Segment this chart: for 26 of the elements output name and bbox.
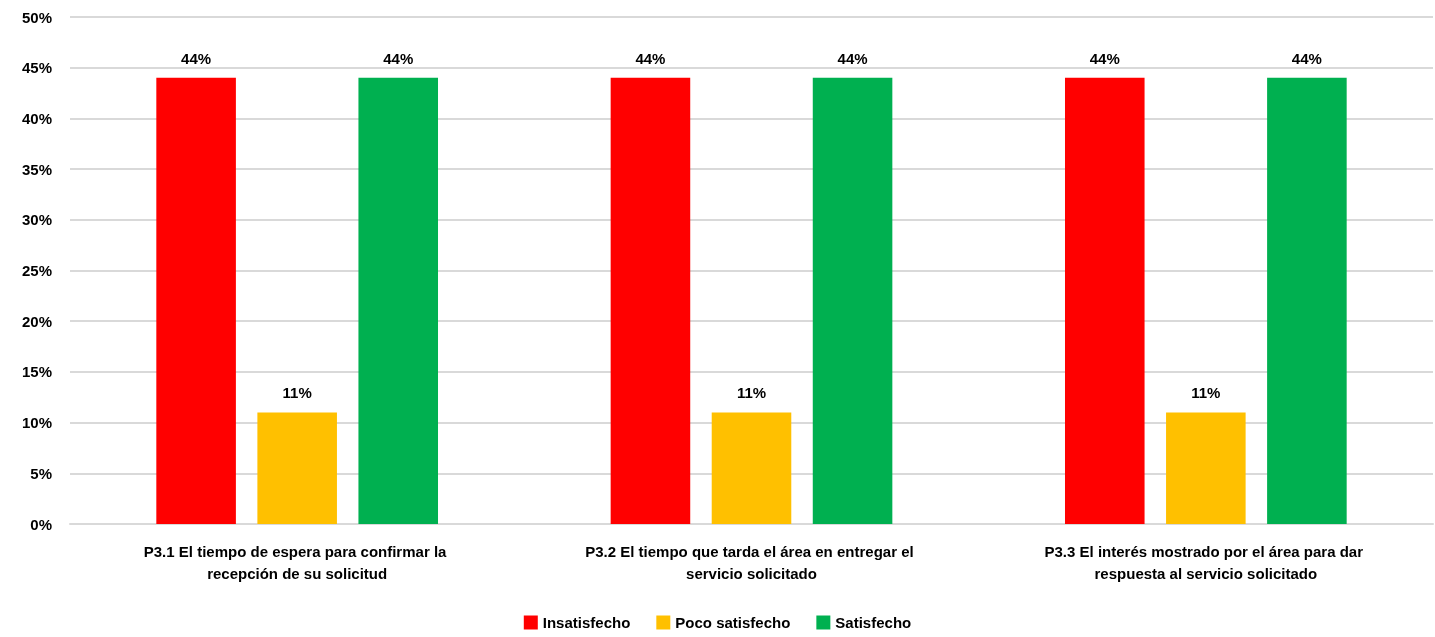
data-label: 11%	[736, 384, 767, 402]
y-tick-label: 20%	[21, 312, 52, 330]
legend-label: Satisfecho	[835, 614, 912, 631]
y-tick-label: 45%	[21, 59, 52, 77]
y-tick-label: 40%	[21, 109, 52, 127]
data-label: 44%	[383, 49, 414, 67]
x-tick-label: P3.2 El tiempo que tarda el área en entregar el servicio solicitado	[585, 542, 918, 582]
y-tick-label: 0%	[30, 515, 52, 533]
data-label: 11%	[282, 384, 312, 402]
x-tick-label: P3.1 El tiempo de espera para confirmar la recepción de su solicitud	[143, 542, 451, 582]
y-tick-label: 10%	[21, 414, 52, 432]
data-label: 44%	[181, 49, 212, 67]
data-label: 44%	[1089, 49, 1120, 67]
data-label: 44%	[635, 49, 666, 67]
y-tick-label: 5%	[30, 464, 52, 482]
data-label: 11%	[1191, 384, 1221, 402]
legend-label: Poco satisfecho	[675, 614, 791, 631]
data-label: 44%	[837, 49, 868, 67]
y-tick-label: 50%	[21, 8, 52, 26]
y-tick-label: 35%	[21, 160, 52, 178]
y-tick-label: 30%	[21, 211, 52, 229]
data-label: 44%	[1291, 49, 1322, 67]
legend-label: Insatisfecho	[542, 614, 631, 631]
y-tick-label: 25%	[21, 262, 52, 279]
y-tick-label: 15%	[21, 363, 52, 381]
x-tick-label: P3.3 El interés mostrado por el área para dar respuesta al servicio solicitado	[1044, 542, 1368, 582]
